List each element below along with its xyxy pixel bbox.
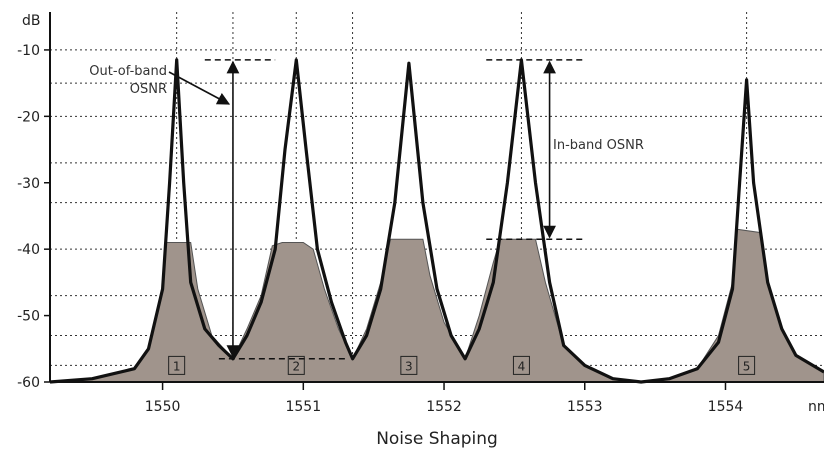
channel-box: [400, 355, 418, 375]
labels: -10 -20 -30 -40 -50 -60 1550 1551 1552 1553 1554 dB…: [17, 13, 824, 449]
x-tick-label: 1554: [708, 399, 744, 415]
x-axis-title: Noise Shaping: [376, 429, 498, 449]
x-unit-label: nm: [808, 399, 824, 415]
x-tick-label: 1551: [285, 399, 321, 415]
annotations: Out-of-band OSNR In-band OSNR: [89, 59, 644, 360]
channel-box: [168, 355, 186, 375]
signal-line-layer: [49, 58, 824, 384]
axes: [44, 12, 824, 390]
channel-box: [287, 355, 305, 375]
out-of-band-label-line2: OSNR: [130, 82, 167, 97]
channel-box: [738, 355, 756, 375]
y-tick-label: -40: [17, 242, 40, 258]
y-unit-label: dB: [22, 13, 41, 29]
y-tick-label: -10: [17, 43, 40, 59]
channel-label: 3: [405, 359, 413, 373]
out-of-band-pointer: [168, 71, 231, 105]
channel-label: 2: [292, 359, 300, 373]
signal-line: [49, 58, 824, 384]
x-tick-label: 1552: [426, 399, 462, 415]
x-tick-label: 1553: [567, 399, 603, 415]
in-band-label: In-band OSNR: [553, 138, 644, 153]
channel-label: 5: [743, 359, 751, 373]
channel-label: 4: [518, 359, 526, 373]
channel-label: 1: [173, 359, 181, 373]
y-tick-label: -60: [17, 375, 40, 391]
y-tick-label: -20: [17, 109, 40, 125]
y-tick-label: -50: [17, 309, 40, 325]
x-tick-label: 1550: [145, 399, 181, 415]
channel-box: [512, 355, 530, 375]
out-of-band-label: Out-of-band: [89, 64, 167, 79]
y-tick-label: -30: [17, 176, 40, 192]
